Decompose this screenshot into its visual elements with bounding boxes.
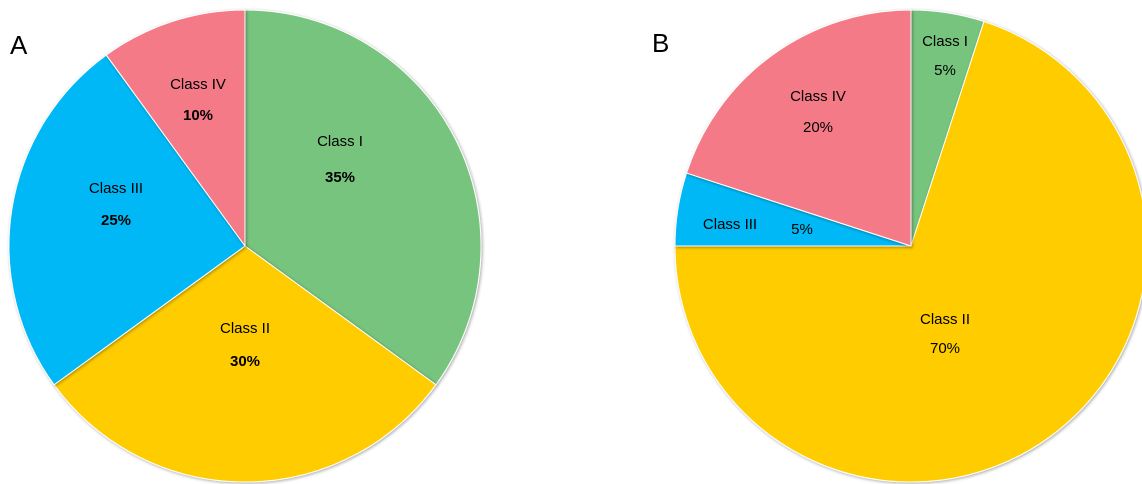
pie-b-value-class-ii: 70% xyxy=(930,340,960,357)
pie-b-value-class-iii: 5% xyxy=(791,221,813,238)
pie-b-value-class-i: 5% xyxy=(934,62,956,79)
pie-a-slice-class-iv xyxy=(105,9,246,247)
pie-b-value-class-iv: 20% xyxy=(803,119,833,136)
pie-a-label-class-ii: Class II xyxy=(220,320,270,337)
panel-label-a: A xyxy=(10,30,28,60)
pie-b-label-class-iii: Class III xyxy=(703,216,757,233)
pie-b-slice-class-ii xyxy=(674,21,1142,483)
pie-a-slice-class-i xyxy=(244,9,482,386)
pie-a-value-class-i: 35% xyxy=(325,169,355,186)
pie-a-label-class-i: Class I xyxy=(317,133,363,150)
pie-a-label-class-iii: Class III xyxy=(89,180,143,197)
pie-a-label-class-iv: Class IV xyxy=(170,76,226,93)
panel-label-b: B xyxy=(652,28,669,58)
pie-b-slice-class-iv xyxy=(686,9,912,247)
pie-a-value-class-ii: 30% xyxy=(230,353,260,370)
pie-b-label-class-ii: Class II xyxy=(920,311,970,328)
pie-b-slices xyxy=(674,9,1142,483)
pie-a-slices xyxy=(8,9,482,483)
pie-a-slice-class-ii xyxy=(53,245,437,483)
pie-a-value-class-iii: 25% xyxy=(101,212,131,229)
pie-b-label-class-i: Class I xyxy=(922,33,968,50)
pie-a-value-class-iv: 10% xyxy=(183,107,213,124)
pie-b-labels: Class I 5% Class II 70% Class III 5% Class IV 2… xyxy=(703,33,970,357)
pie-a-slice-class-iii xyxy=(8,54,246,386)
pie-a-labels: Class I 35% Class II 30% Class III 25% Class I… xyxy=(89,76,363,370)
pie-b-label-class-iv: Class IV xyxy=(790,88,846,105)
